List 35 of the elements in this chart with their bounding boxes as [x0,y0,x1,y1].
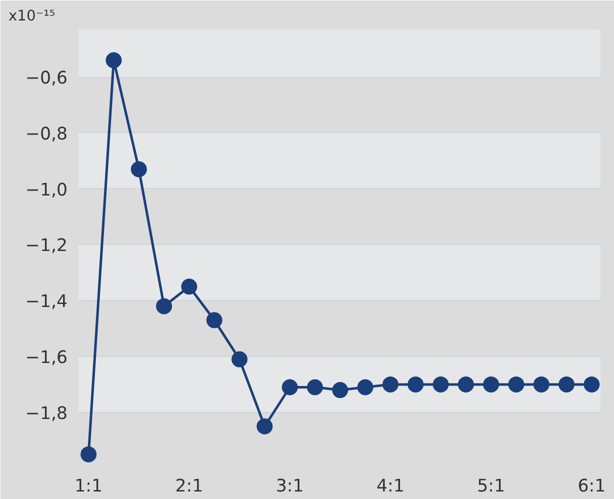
x-tick-label: 5:1 [477,476,506,496]
point [458,376,474,392]
point [508,376,524,392]
x-tick-label: 4:1 [376,476,404,496]
point [232,351,248,368]
point [432,376,449,392]
point [282,379,298,396]
point [332,382,348,398]
y-tick-label: −1,0 [25,180,68,200]
point [483,376,500,392]
point [206,312,222,328]
point [357,379,374,396]
point [106,52,122,68]
y-tick-label: −1,8 [25,404,68,424]
x-tick-label: 1:1 [74,476,103,496]
y-tick-label: −1,6 [25,348,68,368]
point [130,161,147,178]
point [80,446,97,462]
point [156,298,172,314]
point [306,379,323,396]
point [584,376,600,392]
y-axis-title: x10⁻¹⁵ [8,8,56,24]
y-tick-label: −1,4 [25,292,68,312]
x-tick-label: 3:1 [276,476,304,496]
point [382,376,398,392]
point [533,376,550,392]
point [181,278,198,295]
y-tick-label: −0,6 [25,68,68,89]
y-tick-label: −0,8 [25,124,68,144]
point [558,376,575,392]
y-tick-label: −1,2 [25,236,68,256]
x-tick-label: 2:1 [175,476,204,496]
point [256,418,273,434]
x-tick-label: 6:1 [578,476,606,496]
point [408,376,424,392]
